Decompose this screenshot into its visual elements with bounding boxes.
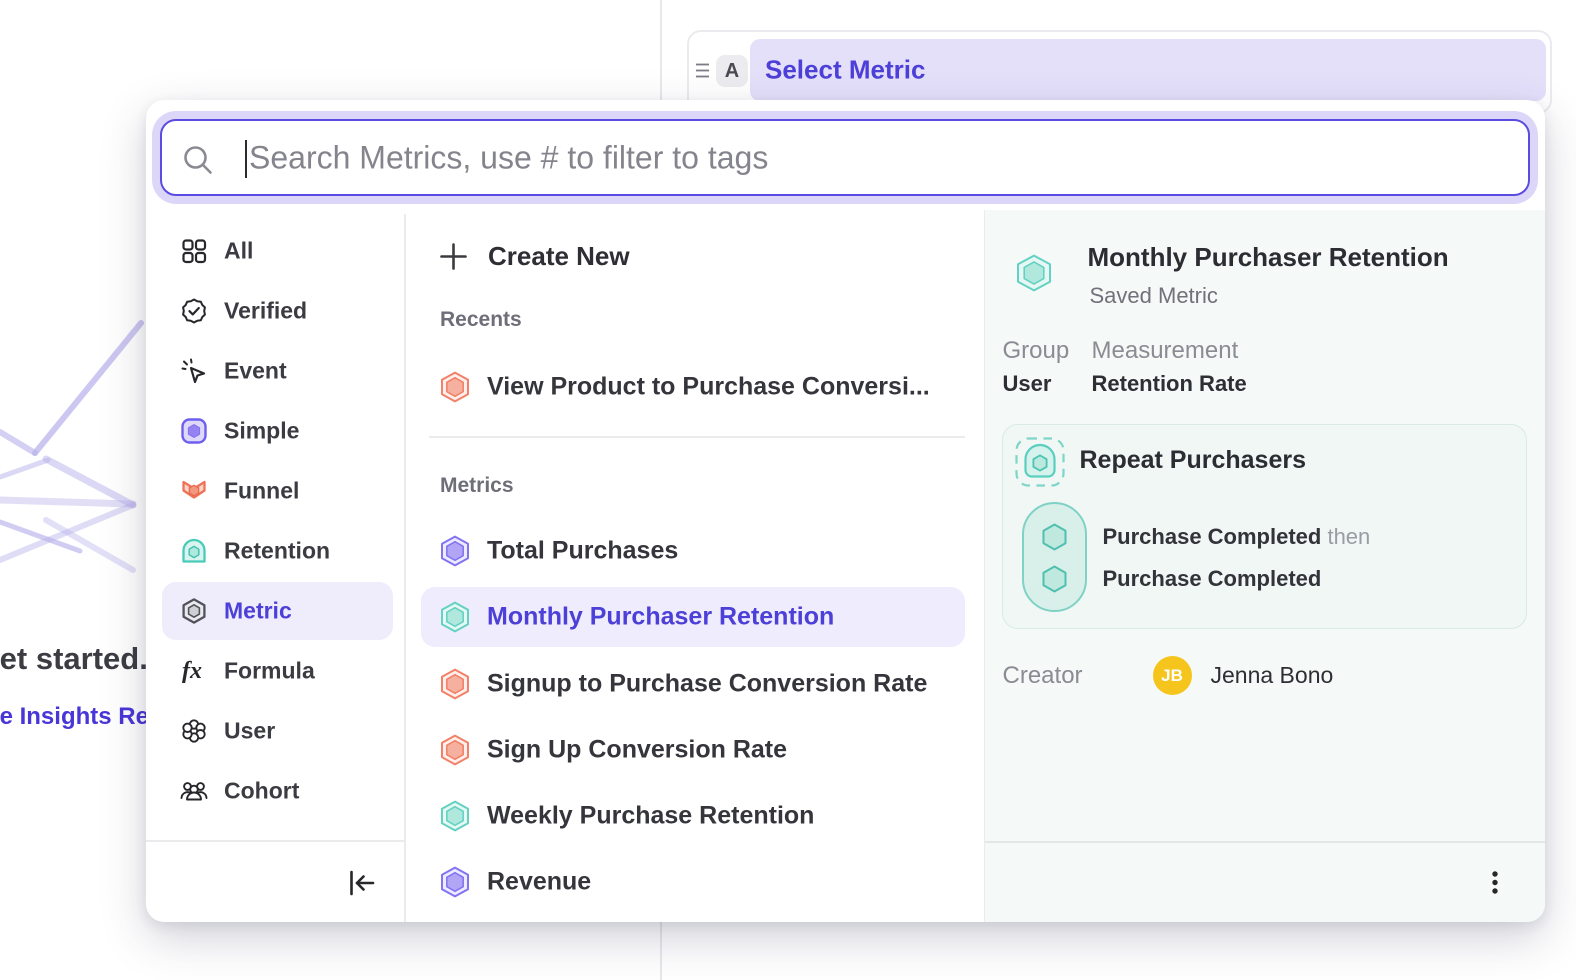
svg-text:fx: fx — [182, 658, 202, 684]
